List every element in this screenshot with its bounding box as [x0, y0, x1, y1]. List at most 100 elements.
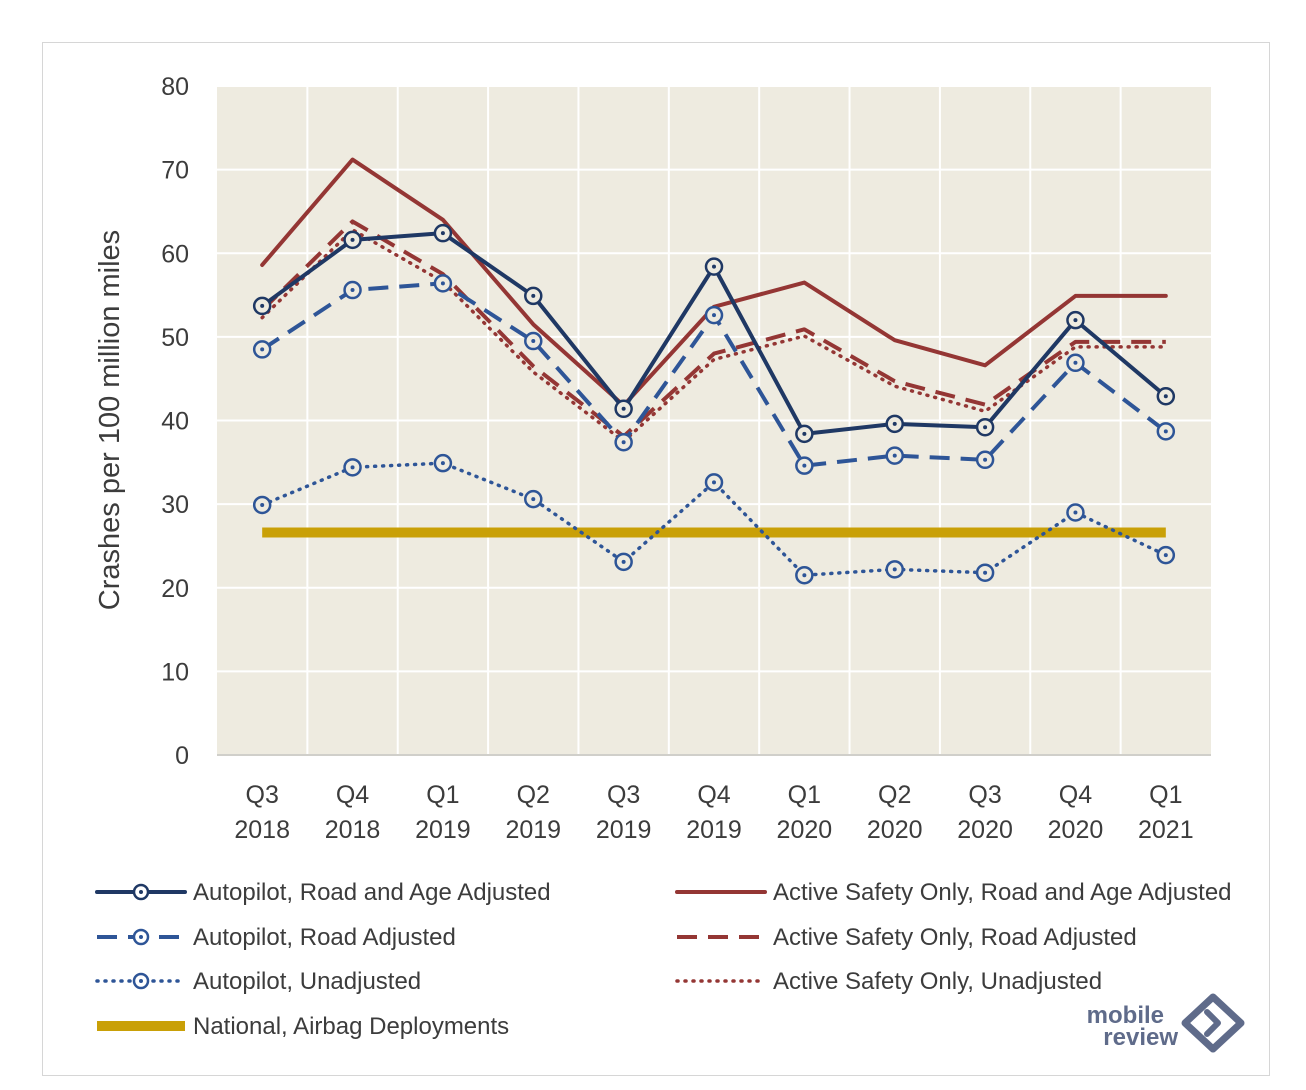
- y-tick-label: 50: [161, 324, 189, 352]
- data-point-marker-center: [983, 570, 988, 575]
- series-2: [252, 274, 1176, 475]
- y-tick-label: 20: [161, 575, 189, 603]
- x-tick-label-year: 2020: [1048, 816, 1104, 844]
- x-tick-label-quarter: Q2: [878, 781, 911, 809]
- x-tick-label-quarter: Q1: [1149, 781, 1182, 809]
- x-tick-label-year: 2019: [415, 816, 471, 844]
- grid-lines: [217, 85, 1211, 756]
- data-point-marker-center: [1073, 360, 1078, 365]
- logo-chevron-icon: [1204, 1009, 1221, 1037]
- legend-swatch-marker-center: [139, 935, 143, 939]
- legend-item-0: Autopilot, Road and Age Adjusted: [95, 879, 551, 906]
- data-point-marker-center: [260, 502, 265, 507]
- series-line: [260, 461, 1168, 577]
- data-point-marker-center: [350, 465, 355, 470]
- x-tick-label-quarter: Q3: [968, 781, 1001, 809]
- x-tick-label-year: 2019: [505, 816, 561, 844]
- data-point-marker-center: [892, 421, 897, 426]
- logo-diamond-icon: [1181, 993, 1245, 1053]
- x-tick-label-quarter: Q4: [336, 781, 369, 809]
- legend-label: Autopilot, Road and Age Adjusted: [193, 879, 551, 906]
- data-point-marker-center: [712, 313, 716, 318]
- x-tick-label-quarter: Q4: [1059, 781, 1092, 809]
- x-tick-label-quarter: Q1: [426, 781, 459, 809]
- legend: Autopilot, Road and Age Adjusted Active S…: [95, 879, 1232, 1040]
- data-point-marker-center: [531, 339, 536, 344]
- data-point-marker-center: [712, 480, 716, 485]
- x-tick-label-year: 2020: [867, 816, 923, 844]
- x-tick-label-year: 2021: [1138, 816, 1194, 844]
- data-point-marker-center: [1073, 510, 1078, 515]
- legend-label: National, Airbag Deployments: [193, 1013, 509, 1040]
- data-point-marker-center: [440, 461, 445, 466]
- line-chart: 0 10 20 30 40 50 60 70 80 Q3 2018 Q4 2018 Q1 2019 Q2 20…: [94, 73, 1245, 1053]
- legend-label: Autopilot, Unadjusted: [193, 968, 421, 995]
- x-tick-label-year: 2018: [325, 816, 381, 844]
- x-tick-labels: Q3 2018 Q4 2018 Q1 2019 Q2 2019 Q3 2019 Q4 2019 Q1 20…: [234, 781, 1193, 844]
- data-point-marker-center: [802, 573, 807, 578]
- y-tick-label: 40: [161, 408, 189, 436]
- x-tick-label-year: 2020: [777, 816, 833, 844]
- data-point-marker-center: [892, 567, 897, 572]
- series-layer: [252, 157, 1176, 585]
- x-tick-label-year: 2019: [596, 816, 652, 844]
- legend-item-2: Autopilot, Road Adjusted: [97, 924, 456, 951]
- data-point-marker-center: [621, 559, 626, 564]
- legend-swatch-marker-center: [139, 979, 143, 983]
- x-tick-label-quarter: Q2: [517, 781, 550, 809]
- y-tick-label: 0: [175, 742, 189, 770]
- x-tick-label-year: 2018: [234, 816, 290, 844]
- y-axis-label: Crashes per 100 million miles: [94, 230, 126, 610]
- data-point-marker-center: [1163, 553, 1168, 558]
- legend-item-6: National, Airbag Deployments: [97, 1013, 509, 1040]
- data-point-marker-center: [983, 425, 988, 430]
- data-point-marker-center: [350, 237, 355, 242]
- data-point-marker-center: [260, 347, 265, 352]
- legend-item-1: Active Safety Only, Road and Age Adjuste…: [675, 879, 1232, 906]
- series-4: [252, 453, 1176, 585]
- data-point-marker-center: [260, 303, 265, 308]
- logo-text-line2: review: [1103, 1024, 1178, 1051]
- data-point-marker-center: [802, 431, 807, 436]
- data-point-marker-center: [1073, 318, 1078, 323]
- x-tick-label-quarter: Q3: [607, 781, 640, 809]
- series-3: [260, 219, 1166, 439]
- data-point-marker-center: [892, 453, 897, 458]
- data-point-marker-center: [983, 457, 988, 462]
- y-tick-label: 80: [161, 73, 189, 101]
- series-line: [260, 219, 1166, 439]
- legend-item-3: Active Safety Only, Road Adjusted: [677, 924, 1137, 951]
- x-tick-label-quarter: Q3: [246, 781, 279, 809]
- logo: mobile review: [1087, 993, 1245, 1053]
- y-tick-labels: 0 10 20 30 40 50 60 70 80: [161, 73, 189, 770]
- legend-label: Autopilot, Road Adjusted: [193, 924, 456, 951]
- data-point-marker-center: [440, 231, 445, 236]
- data-point-marker-center: [1163, 429, 1168, 434]
- y-tick-label: 70: [161, 157, 189, 185]
- data-point-marker-center: [350, 288, 355, 293]
- y-tick-label: 60: [161, 240, 189, 268]
- legend-label: Active Safety Only, Road and Age Adjuste…: [773, 879, 1232, 906]
- data-point-marker-center: [1163, 394, 1168, 399]
- x-tick-label-quarter: Q1: [788, 781, 821, 809]
- data-point-marker-center: [440, 281, 445, 286]
- legend-item-5: Active Safety Only, Unadjusted: [675, 968, 1102, 995]
- x-tick-label-year: 2019: [686, 816, 742, 844]
- legend-item-4: Autopilot, Unadjusted: [95, 968, 421, 995]
- x-tick-label-quarter: Q4: [697, 781, 730, 809]
- legend-label: Active Safety Only, Unadjusted: [773, 968, 1102, 995]
- data-point-marker-center: [531, 293, 536, 298]
- y-tick-label: 10: [161, 658, 189, 686]
- legend-label: Active Safety Only, Road Adjusted: [773, 924, 1137, 951]
- y-tick-label: 30: [161, 491, 189, 519]
- x-tick-label-year: 2020: [957, 816, 1013, 844]
- series-0: [252, 223, 1176, 444]
- data-point-marker-center: [621, 440, 626, 445]
- legend-swatch-marker-center: [139, 890, 143, 894]
- chart-frame: 0 10 20 30 40 50 60 70 80 Q3 2018 Q4 2018 Q1 2019 Q2 20…: [42, 42, 1270, 1076]
- data-point-marker-center: [712, 264, 716, 269]
- data-point-marker-center: [531, 497, 536, 502]
- logo-text-line1: mobile: [1087, 1002, 1164, 1029]
- data-point-marker-center: [621, 406, 626, 411]
- data-point-marker-center: [802, 463, 807, 468]
